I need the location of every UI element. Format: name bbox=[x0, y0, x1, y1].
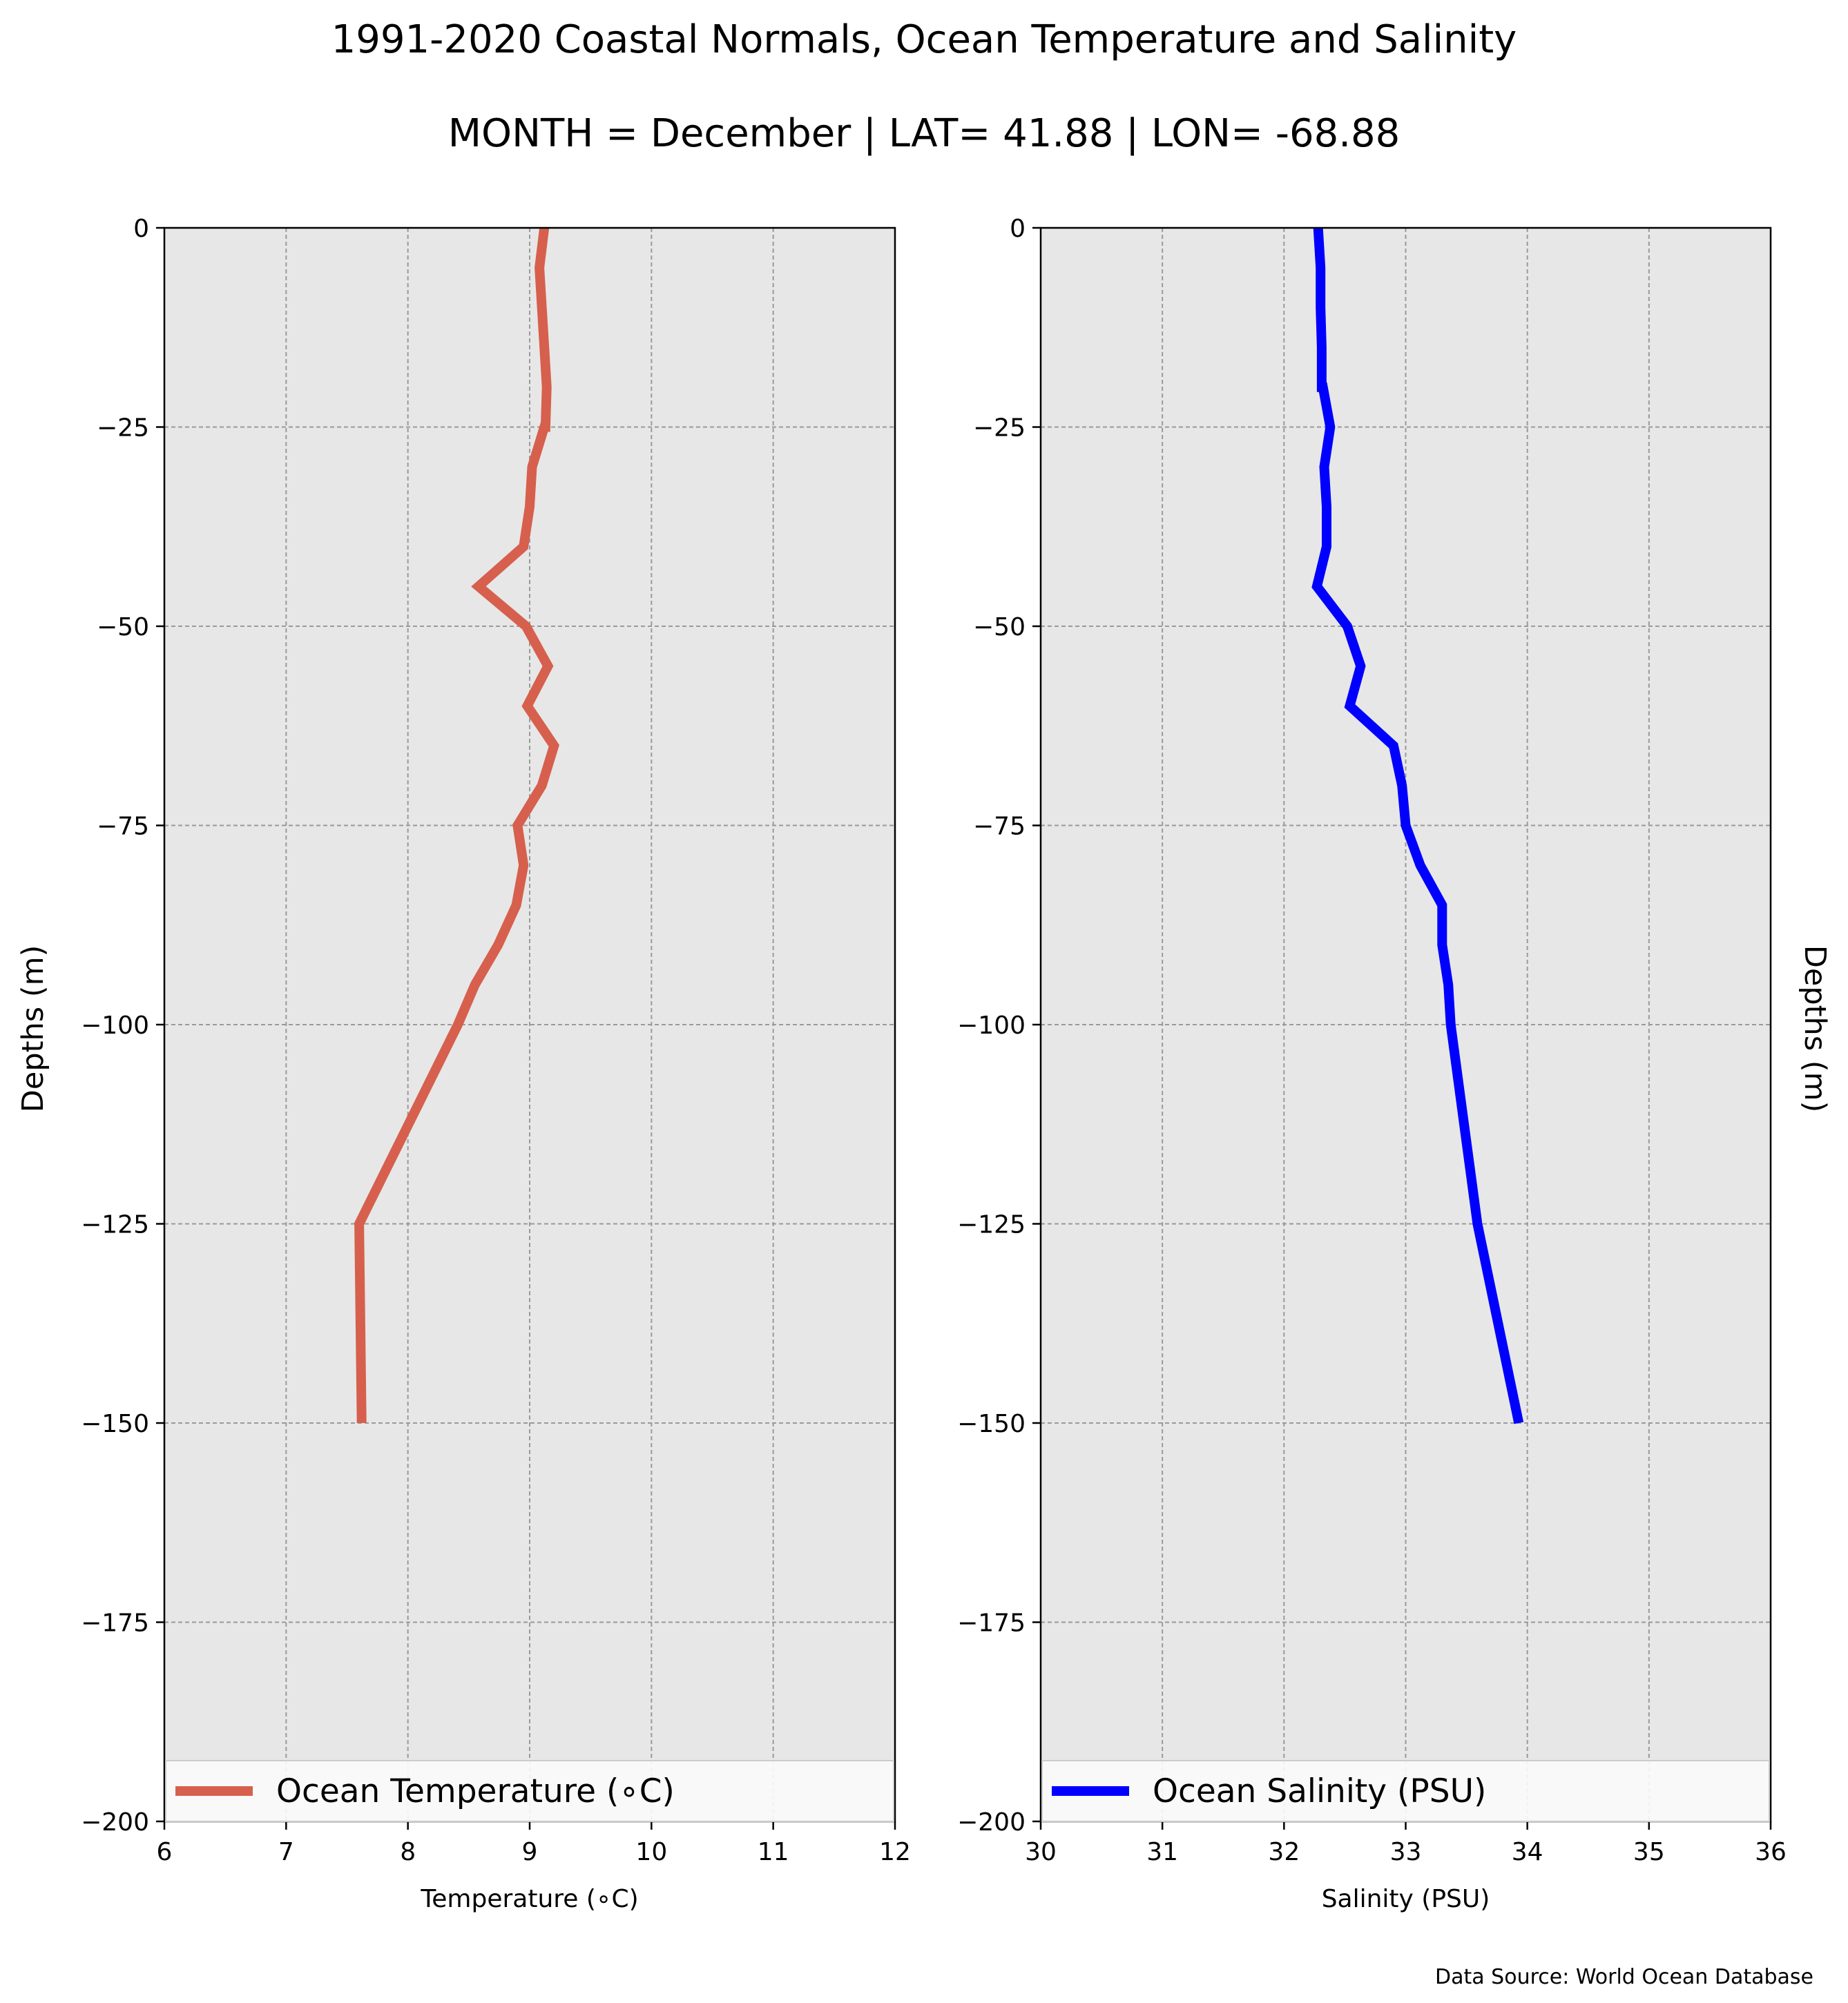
y-tick-label: 0 bbox=[133, 215, 149, 243]
y-tick-label: −175 bbox=[957, 1609, 1026, 1638]
x-tick-label: 33 bbox=[1390, 1838, 1422, 1866]
temperature-series-line bbox=[354, 227, 559, 1424]
salinity-xlabel: Salinity (PSU) bbox=[1322, 1885, 1490, 1913]
y-tick-label: −125 bbox=[81, 1211, 149, 1239]
x-tick-label: 10 bbox=[635, 1838, 667, 1866]
x-tick-label: 12 bbox=[879, 1838, 911, 1866]
y-tick-label: −25 bbox=[973, 414, 1026, 443]
chart-subtitle: MONTH = December | LAT= 41.88 | LON= -68… bbox=[448, 111, 1401, 156]
x-tick-label: 36 bbox=[1755, 1838, 1787, 1866]
y-tick-label: −150 bbox=[957, 1410, 1026, 1438]
ylabel-left: Depths (m) bbox=[16, 945, 50, 1112]
y-tick-label: −125 bbox=[957, 1211, 1026, 1239]
y-tick-label: −50 bbox=[973, 613, 1026, 641]
x-tick-label: 34 bbox=[1512, 1838, 1543, 1866]
y-tick-label: −75 bbox=[97, 813, 149, 841]
x-tick-label: 35 bbox=[1633, 1838, 1665, 1866]
y-tick-label: −75 bbox=[973, 813, 1026, 841]
x-tick-label: 7 bbox=[278, 1838, 294, 1866]
legend-label: Ocean Temperature (∘C) bbox=[276, 1772, 675, 1810]
salinity-legend: Ocean Salinity (PSU) bbox=[1041, 1760, 1770, 1822]
x-tick-label: 32 bbox=[1268, 1838, 1300, 1866]
data-source-note: Data Source: World Ocean Database bbox=[1435, 1965, 1813, 1989]
x-tick-label: 11 bbox=[758, 1838, 789, 1866]
ylabel-right: Depths (m) bbox=[1798, 945, 1832, 1112]
y-tick-label: −100 bbox=[81, 1012, 149, 1040]
chart-title: 1991-2020 Coastal Normals, Ocean Tempera… bbox=[331, 17, 1517, 62]
legend-label: Ocean Salinity (PSU) bbox=[1153, 1772, 1486, 1810]
temperature-legend: Ocean Temperature (∘C) bbox=[165, 1760, 894, 1822]
salinity-series-line bbox=[1311, 227, 1524, 1424]
y-tick-label: −100 bbox=[957, 1012, 1026, 1040]
y-tick-label: −175 bbox=[81, 1609, 149, 1638]
y-tick-label: −150 bbox=[81, 1410, 149, 1438]
legend-box bbox=[165, 1760, 894, 1822]
x-tick-label: 31 bbox=[1146, 1838, 1178, 1866]
x-tick-label: 6 bbox=[157, 1838, 173, 1866]
temperature-panel: 6 7 8 9 10 11 12 0 −25 −50 −75 −100 −125 −150 −175 −200… bbox=[81, 215, 911, 1913]
x-tick-label: 9 bbox=[522, 1838, 538, 1866]
y-tick-label: −25 bbox=[97, 414, 149, 443]
x-tick-label: 30 bbox=[1025, 1838, 1057, 1866]
y-tick-label: −200 bbox=[957, 1808, 1026, 1837]
legend-box bbox=[1041, 1760, 1770, 1822]
salinity-panel: 30 31 32 33 34 35 36 0 −25 −50 −75 −100 −125 −150 −175… bbox=[957, 215, 1787, 1913]
x-tick-label: 8 bbox=[400, 1838, 416, 1866]
y-tick-label: −200 bbox=[81, 1808, 149, 1837]
y-tick-label: −50 bbox=[97, 613, 149, 641]
y-tick-label: 0 bbox=[1010, 215, 1026, 243]
temperature-xlabel: Temperature (∘C) bbox=[420, 1885, 638, 1913]
